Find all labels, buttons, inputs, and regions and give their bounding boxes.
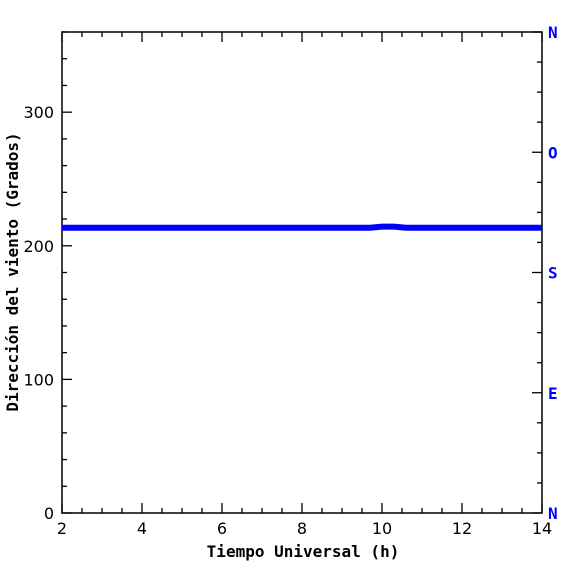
x-tick-label: 6 (217, 519, 227, 538)
x-tick-label: 2 (57, 519, 67, 538)
y-tick-labels: 0 100 200 300 (23, 103, 54, 523)
x-tick-label: 12 (452, 519, 472, 538)
compass-label-e: E (548, 384, 558, 403)
axis-ticks (61, 31, 543, 514)
x-tick-label: 14 (532, 519, 552, 538)
x-tick-label: 4 (137, 519, 147, 538)
y-tick-label: 300 (23, 103, 54, 122)
plot-border (61, 31, 543, 514)
x-tick-label: 8 (297, 519, 307, 538)
compass-label-n: N (548, 23, 558, 42)
compass-label-n: N (548, 504, 558, 523)
compass-label-o: O (548, 143, 558, 162)
y-axis-title: Dirección del viento (Grados) (3, 132, 22, 411)
plot-frame (61, 31, 543, 514)
y-tick-label: 200 (23, 237, 54, 256)
compass-label-s: S (548, 264, 558, 283)
y-tick-label: 100 (23, 370, 54, 389)
series-layer (62, 223, 542, 231)
x-axis-title: Tiempo Universal (h) (207, 542, 400, 561)
y-tick-label: 0 (44, 504, 54, 523)
series-line-0 (62, 223, 542, 231)
x-tick-label: 10 (372, 519, 392, 538)
compass-labels: N E S O N (548, 23, 558, 523)
x-tick-labels: 2 4 6 8 10 12 14 (57, 519, 552, 538)
